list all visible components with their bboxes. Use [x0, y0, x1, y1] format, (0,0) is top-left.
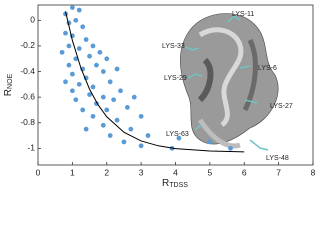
y-label-sub: NOE: [7, 73, 14, 89]
data-point: [114, 117, 120, 123]
data-point: [69, 5, 75, 10]
data-point: [63, 79, 68, 85]
fit-line: [65, 11, 245, 153]
data-point: [121, 139, 127, 145]
y-tick-label: -0.2: [20, 40, 35, 50]
x-tick-label: 5: [208, 167, 213, 177]
y-tick-label: 0: [30, 15, 35, 25]
x-tick-label: 0: [36, 167, 41, 177]
data-point: [107, 79, 113, 85]
data-point: [76, 7, 82, 13]
data-point: [76, 46, 82, 51]
residue-label: LYS-63: [166, 131, 189, 138]
residue-label: LYS-27: [270, 103, 293, 110]
data-point: [73, 97, 79, 103]
data-point: [100, 94, 106, 100]
y-tick-label: -0.6: [20, 91, 35, 101]
data-point: [69, 71, 75, 77]
data-point: [107, 133, 113, 138]
y-tick-label: -0.8: [20, 117, 35, 127]
data-point: [87, 92, 92, 97]
x-tick-label: 4: [173, 167, 178, 177]
data-point: [94, 62, 99, 68]
x-label-sub: TDSS: [169, 182, 188, 189]
residue-label: LYS-6: [258, 65, 277, 72]
data-point: [138, 143, 144, 149]
data-point: [111, 97, 117, 103]
residue-label: LYS-29: [164, 75, 187, 82]
x-tick-label: 8: [311, 167, 316, 177]
x-label-main: R: [162, 178, 169, 189]
y-tick-label: -1: [27, 143, 35, 153]
data-point: [90, 84, 96, 90]
data-point: [63, 30, 68, 36]
data-point: [138, 113, 144, 119]
y-label-main: R: [3, 89, 14, 96]
data-point: [83, 126, 89, 132]
x-tick-label: 7: [276, 167, 281, 177]
data-point: [114, 66, 120, 72]
data-point: [76, 81, 82, 87]
data-point: [100, 69, 106, 74]
data-point: [90, 43, 96, 49]
x-tick-label: 6: [242, 167, 247, 177]
data-point: [83, 37, 89, 42]
lysine-sidechains: [184, 15, 269, 151]
data-point: [73, 56, 79, 62]
data-point: [100, 122, 106, 128]
data-point: [145, 133, 151, 138]
data-point: [69, 88, 75, 94]
chart: 0 1 2 3 4 5 6 7 80-0.2-0.4-0.6-0.8-1RTDSSRNOELYS…: [3, 4, 316, 189]
data-point: [66, 62, 72, 68]
data-point: [80, 24, 86, 30]
data-point: [131, 94, 137, 100]
x-axis-label: RTDSS: [162, 178, 188, 189]
y-axis-label: RNOE: [3, 73, 14, 96]
data-point: [104, 56, 110, 62]
data-point: [104, 107, 110, 113]
data-point: [80, 107, 86, 113]
y-tick-label: -0.4: [20, 66, 35, 76]
data-point: [66, 43, 72, 49]
residue-label: LYS-11: [232, 11, 254, 18]
data-point: [228, 145, 233, 151]
x-tick-label: 3: [139, 167, 144, 177]
data-point: [59, 49, 65, 55]
x-tick-label: 2: [104, 167, 109, 177]
data-point: [207, 139, 213, 145]
data-point: [87, 53, 92, 59]
data-point: [128, 126, 134, 132]
residue-label: LYS-48: [266, 155, 289, 162]
data-point: [97, 49, 103, 55]
x-tick-label: 1: [70, 167, 75, 177]
data-point: [176, 135, 182, 141]
residue-label: LYS-33: [162, 43, 185, 50]
protein-image: [180, 13, 279, 149]
data-point: [73, 17, 79, 23]
data-point: [90, 113, 96, 119]
data-point: [124, 105, 130, 110]
data-point: [118, 88, 123, 94]
